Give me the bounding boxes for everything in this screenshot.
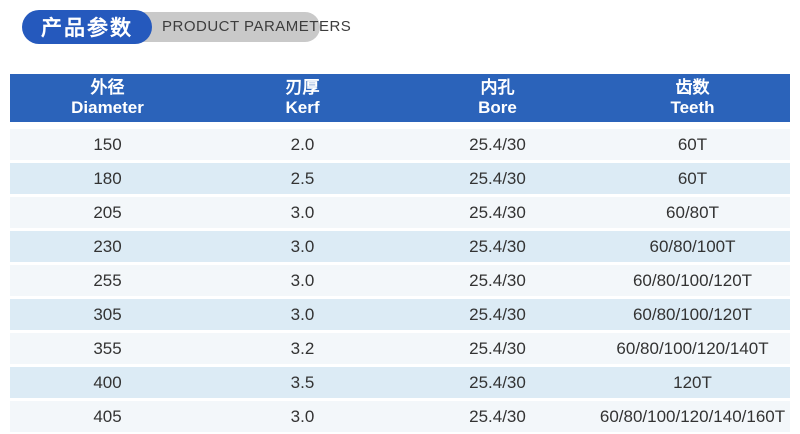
table-row: 355 3.2 25.4/30 60/80/100/120/140T bbox=[10, 333, 790, 364]
cell-bore: 25.4/30 bbox=[469, 338, 526, 358]
table-row: 255 3.0 25.4/30 60/80/100/120T bbox=[10, 265, 790, 296]
cell-diameter: 255 bbox=[93, 270, 122, 290]
header-cell-kerf: 刃厚 Kerf bbox=[205, 78, 400, 119]
section-title-en: PRODUCT PARAMETERS bbox=[162, 18, 352, 35]
cell-bore: 25.4/30 bbox=[469, 202, 526, 222]
table-header-row: 外径 Diameter 刃厚 Kerf 内孔 Bore 齿数 Teeth bbox=[10, 74, 790, 122]
table-row: 305 3.0 25.4/30 60/80/100/120T bbox=[10, 299, 790, 330]
header-kerf-en: Kerf bbox=[285, 98, 320, 117]
cell-diameter: 305 bbox=[93, 304, 122, 324]
cell-diameter: 180 bbox=[93, 168, 122, 188]
cell-bore: 25.4/30 bbox=[469, 236, 526, 256]
table-row: 205 3.0 25.4/30 60/80T bbox=[10, 197, 790, 228]
header-bore-en: Bore bbox=[478, 98, 517, 117]
cell-diameter: 405 bbox=[93, 406, 122, 426]
header-cell-bore: 内孔 Bore bbox=[400, 78, 595, 119]
cell-bore: 25.4/30 bbox=[469, 304, 526, 324]
cell-diameter: 355 bbox=[93, 338, 122, 358]
cell-teeth: 60T bbox=[677, 134, 708, 154]
cell-kerf: 3.2 bbox=[290, 338, 315, 358]
section-title-badge: 产品参数 PRODUCT PARAMETERS bbox=[22, 10, 367, 44]
cell-kerf: 2.5 bbox=[290, 168, 315, 188]
cell-teeth: 60/80T bbox=[666, 202, 719, 222]
cell-kerf: 3.5 bbox=[290, 372, 315, 392]
header-diameter-cn: 外径 bbox=[90, 77, 125, 97]
cell-kerf: 3.0 bbox=[290, 304, 315, 324]
header-diameter-en: Diameter bbox=[71, 98, 144, 117]
cell-diameter: 400 bbox=[93, 372, 122, 392]
cell-diameter: 205 bbox=[93, 202, 122, 222]
header-cell-diameter: 外径 Diameter bbox=[10, 78, 205, 119]
cell-teeth: 60/80/100/120/140/160T bbox=[599, 406, 786, 426]
table-row: 400 3.5 25.4/30 120T bbox=[10, 367, 790, 398]
cell-teeth: 60T bbox=[677, 168, 708, 188]
header-teeth-en: Teeth bbox=[670, 98, 715, 117]
header-kerf-cn: 刃厚 bbox=[285, 77, 320, 97]
header-teeth-cn: 齿数 bbox=[675, 77, 710, 97]
table-row: 180 2.5 25.4/30 60T bbox=[10, 163, 790, 194]
cell-teeth: 60/80/100T bbox=[649, 236, 736, 256]
cell-kerf: 3.0 bbox=[290, 406, 315, 426]
cell-bore: 25.4/30 bbox=[469, 134, 526, 154]
table-row: 230 3.0 25.4/30 60/80/100T bbox=[10, 231, 790, 262]
cell-teeth: 60/80/100/120T bbox=[632, 304, 753, 324]
cell-diameter: 150 bbox=[93, 134, 122, 154]
cell-kerf: 2.0 bbox=[290, 134, 315, 154]
cell-kerf: 3.0 bbox=[290, 236, 315, 256]
cell-kerf: 3.0 bbox=[290, 270, 315, 290]
cell-kerf: 3.0 bbox=[290, 202, 315, 222]
cell-bore: 25.4/30 bbox=[469, 406, 526, 426]
cell-bore: 25.4/30 bbox=[469, 372, 526, 392]
header-cell-teeth: 齿数 Teeth bbox=[595, 78, 790, 119]
cell-teeth: 120T bbox=[673, 372, 712, 392]
cell-teeth: 60/80/100/120/140T bbox=[616, 338, 769, 358]
header-bore-cn: 内孔 bbox=[480, 77, 515, 97]
cell-diameter: 230 bbox=[93, 236, 122, 256]
product-parameters-table: 外径 Diameter 刃厚 Kerf 内孔 Bore 齿数 Teeth 150… bbox=[10, 74, 790, 434]
section-title-cn: 产品参数 bbox=[22, 10, 152, 44]
cell-teeth: 60/80/100/120T bbox=[632, 270, 753, 290]
table-row: 405 3.0 25.4/30 60/80/100/120/140/160T bbox=[10, 401, 790, 432]
table-row: 150 2.0 25.4/30 60T bbox=[10, 129, 790, 160]
cell-bore: 25.4/30 bbox=[469, 168, 526, 188]
cell-bore: 25.4/30 bbox=[469, 270, 526, 290]
